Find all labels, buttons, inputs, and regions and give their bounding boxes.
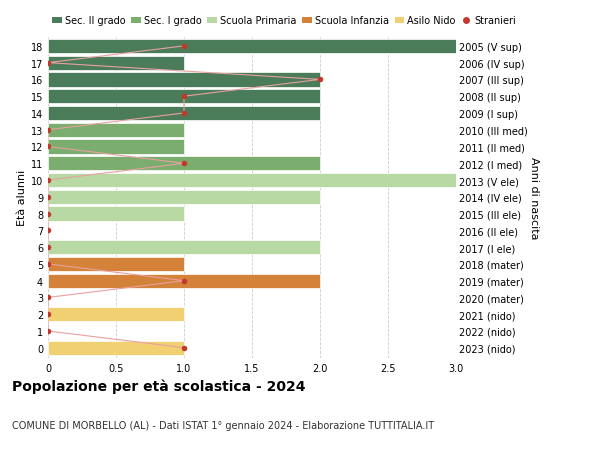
Text: Popolazione per età scolastica - 2024: Popolazione per età scolastica - 2024: [12, 379, 305, 393]
Y-axis label: Anni di nascita: Anni di nascita: [529, 156, 539, 239]
Legend: Sec. II grado, Sec. I grado, Scuola Primaria, Scuola Infanzia, Asilo Nido, Stran: Sec. II grado, Sec. I grado, Scuola Prim…: [48, 12, 520, 30]
Bar: [48, 190, 320, 204]
Bar: [48, 308, 184, 322]
Text: COMUNE DI MORBELLO (AL) - Dati ISTAT 1° gennaio 2024 - Elaborazione TUTTITALIA.I: COMUNE DI MORBELLO (AL) - Dati ISTAT 1° …: [12, 420, 434, 430]
Bar: [48, 257, 184, 271]
Bar: [48, 157, 320, 171]
Bar: [48, 90, 320, 104]
Bar: [48, 73, 320, 87]
Bar: [48, 274, 320, 288]
Bar: [48, 123, 184, 138]
Bar: [48, 39, 456, 54]
Bar: [48, 56, 184, 71]
Y-axis label: Età alunni: Età alunni: [17, 169, 26, 225]
Bar: [48, 174, 456, 188]
Bar: [48, 341, 184, 355]
Bar: [48, 106, 320, 121]
Bar: [48, 207, 184, 221]
Bar: [48, 241, 320, 255]
Bar: [48, 140, 184, 154]
